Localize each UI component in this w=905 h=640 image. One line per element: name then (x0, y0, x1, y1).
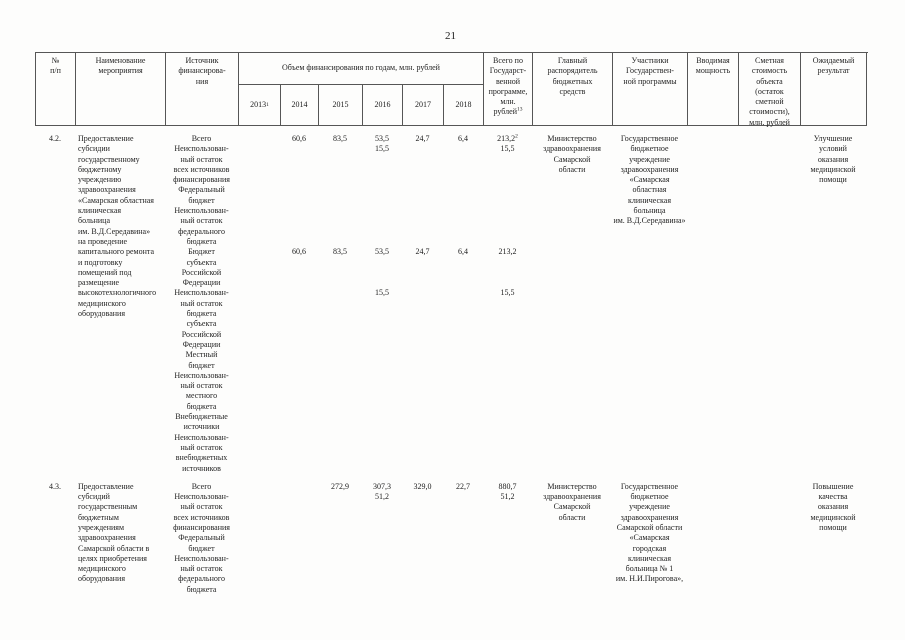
year-label: 2013 (250, 99, 267, 109)
finance-item-unused-extrabudget: Неиспользован- ный остаток внебюджетных … (165, 433, 532, 474)
finance-source-label: Всего (191, 481, 212, 491)
budget-manager-cell: Министерство здравоохранения Самарской о… (543, 481, 601, 522)
finance-source-label: Неиспользован- ный остаток всех источник… (173, 144, 230, 185)
finance-item-extrabudget: Внебюджетные источники (165, 412, 532, 433)
col-header-year-2017: 2017 (403, 85, 444, 126)
finance-source-label: Бюджет субъекта Российской Федерации (181, 247, 222, 288)
finance-value-2017: 24,7 (415, 247, 430, 257)
finance-source-label: Всего (191, 134, 212, 143)
finance-source-label: Неиспользован- ный остаток бюджета субъе… (174, 288, 229, 349)
col-header-number: № п/п (36, 53, 76, 126)
finance-item-total: Всего 60,6 83,5 53,5 24,7 6,4 213,22 (165, 134, 532, 144)
participants-cell: Государственное бюджетное учреждение здр… (615, 481, 684, 584)
total-label: Всего по Государст- венной программе, мл… (488, 56, 528, 117)
finance-item-federal: Федеральный бюджет (165, 533, 532, 554)
finance-value-total: 213,22 (483, 134, 532, 144)
finance-value-2018: 22,7 (456, 481, 470, 491)
finance-items: Всего 272,9 307,3 329,0 22,7 880,7 Неисп… (165, 482, 532, 595)
finance-item-unused-all: Неиспользован- ный остаток всех источник… (165, 492, 532, 533)
finance-item-unused-federal: Неиспользован- ный остаток федерального … (165, 206, 532, 247)
finance-items: Всего 60,6 83,5 53,5 24,7 6,4 213,22 Неи… (165, 134, 532, 474)
finance-source-label: Неиспользован- ный остаток местного бюдж… (174, 370, 229, 411)
finance-source-label: Неиспользован- ный остаток всех источник… (173, 492, 230, 532)
budget-manager-cell: Министерство здравоохранения Самарской о… (543, 134, 601, 174)
finance-item-local: Местный бюджет (165, 350, 532, 371)
finance-value-2014: 60,6 (292, 247, 306, 257)
finance-item-unused-region: Неиспользован- ный остаток бюджета субъе… (165, 288, 532, 350)
finance-item-unused-all: Неиспользован- ный остаток всех источник… (165, 144, 532, 185)
activity-name-cell: Предоставление субсидии государственному… (78, 134, 157, 319)
col-header-estimated-cost: Сметная стоимость объекта (остаток сметн… (739, 53, 801, 127)
finance-value-2016: 15,5 (375, 144, 389, 154)
expected-result-cell: Повышение качества оказания медицинской … (810, 481, 856, 532)
finance-source-label: Федеральный бюджет (178, 533, 225, 553)
finance-item-unused-federal: Неиспользован- ный остаток федерального … (165, 554, 532, 595)
finance-source-label: Местный бюджет (185, 350, 218, 370)
col-header-program-total: Всего по Государст- венной программе, мл… (484, 53, 533, 126)
col-header-capacity: Вводимая мощность (688, 53, 739, 126)
participants-cell: Государственное бюджетное учреждение здр… (613, 134, 686, 226)
finance-source-label: Федеральный бюджет (178, 185, 225, 205)
table-body: 4.2. Предоставление субсидии государстве… (35, 126, 868, 595)
finance-value-2016: 53,5 (375, 134, 389, 143)
col-header-year-2013: 2013 1 (239, 85, 281, 126)
footnote-mark: 2 (515, 133, 518, 140)
total-value: 213,2 (497, 134, 516, 143)
finance-value-2015: 83,5 (333, 247, 347, 257)
finance-source-label: Неиспользован- ный остаток внебюджетных … (174, 432, 229, 473)
col-header-year-2014: 2014 (281, 85, 319, 126)
financing-table: № п/п Наименование мероприятия Источник … (35, 52, 868, 595)
finance-source-label: Неиспользован- ный остаток федерального … (174, 206, 229, 246)
table-row-4-2: 4.2. Предоставление субсидии государстве… (35, 134, 868, 474)
finance-item-region-budget: Бюджет субъекта Российской Федерации 60,… (165, 247, 532, 288)
col-header-funding-volume-group: Объем финансирования по годам, млн. рубл… (239, 53, 484, 85)
col-header-budget-manager: Главный распорядитель бюджетных средств (533, 53, 613, 126)
finance-value-2016: 53,5 (375, 247, 389, 257)
finance-value-total: 213,2 (498, 247, 517, 257)
col-header-year-2016: 2016 (363, 85, 403, 126)
finance-value-2016: 307,3 (373, 481, 391, 491)
finance-value-2017: 24,7 (415, 134, 430, 143)
col-header-year-2018: 2018 (444, 85, 484, 126)
finance-value-total: 880,7 (498, 481, 517, 491)
finance-value-2014: 60,6 (292, 134, 306, 143)
finance-source-label: Неиспользован- ный остаток федерального … (174, 553, 229, 594)
finance-item-total: Всего 272,9 307,3 329,0 22,7 880,7 (165, 482, 532, 492)
page-number: 21 (445, 30, 456, 42)
row-number-cell: 4.3. (49, 481, 61, 491)
col-header-year-2015: 2015 (319, 85, 363, 126)
finance-item-unused-local: Неиспользован- ный остаток местного бюдж… (165, 371, 532, 412)
finance-value-total: 15,5 (500, 288, 515, 298)
finance-value-2015: 272,9 (331, 481, 349, 491)
row-number-cell: 4.2. (49, 134, 61, 143)
col-header-participants: Участники Государствен- ной программы (613, 53, 688, 126)
finance-value-2017: 329,0 (413, 481, 432, 491)
finance-value-2016: 15,5 (375, 288, 389, 298)
finance-value-total: 15,5 (500, 144, 515, 154)
col-header-activity-name: Наименование мероприятия (76, 53, 166, 126)
col-header-expected-result: Ожидаемый результат (801, 53, 867, 126)
expected-result-cell: Улучшение условий оказания медицинской п… (810, 134, 856, 185)
finance-value-total: 51,2 (500, 492, 515, 502)
finance-value-2016: 51,2 (375, 492, 389, 502)
finance-source-label: Внебюджетные источники (175, 412, 228, 432)
table-row-4-3: 4.3. Предоставление субсидий государстве… (35, 482, 868, 595)
table-header: № п/п Наименование мероприятия Источник … (35, 52, 868, 127)
footnote-mark: 13 (516, 106, 523, 113)
finance-item-federal: Федеральный бюджет (165, 185, 532, 206)
col-header-funding-source: Источник финансирова- ния (166, 53, 239, 126)
finance-value-2015: 83,5 (333, 134, 347, 143)
finance-value-2018: 6,4 (458, 247, 468, 257)
finance-value-2018: 6,4 (458, 134, 468, 143)
activity-name-cell: Предоставление субсидий государственным … (78, 481, 150, 584)
